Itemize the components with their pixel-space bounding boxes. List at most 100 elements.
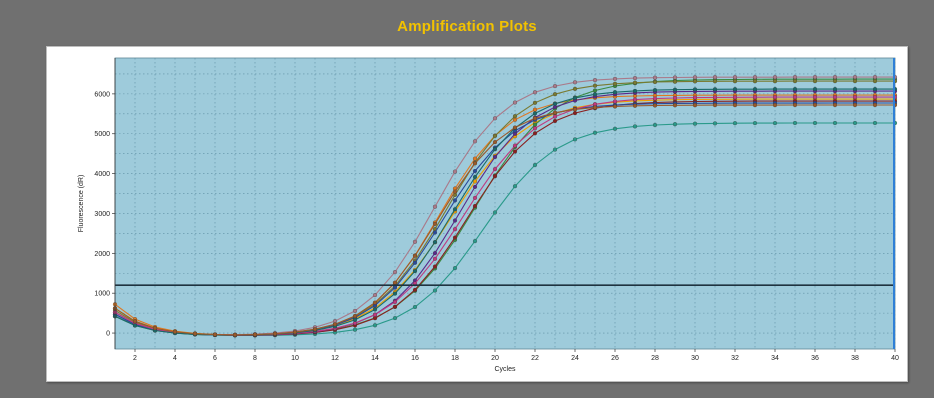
data-point (852, 120, 858, 126)
data-point (132, 319, 138, 324)
data-point (512, 149, 518, 154)
data-point (832, 79, 838, 84)
data-point (812, 120, 818, 126)
data-point (512, 114, 518, 119)
data-point (572, 137, 578, 142)
data-point (472, 203, 478, 209)
data-point (492, 154, 498, 160)
data-point (512, 143, 518, 148)
data-point (392, 304, 398, 309)
data-point (612, 81, 618, 86)
data-point (512, 100, 518, 105)
series-layer (112, 75, 898, 338)
x-tick-label: 26 (611, 355, 619, 362)
data-point (652, 122, 658, 128)
data-point (752, 79, 758, 84)
data-point (732, 79, 738, 84)
data-point (852, 75, 858, 80)
data-point (312, 327, 318, 332)
data-point (792, 87, 798, 92)
data-point (852, 102, 858, 108)
data-point (472, 239, 478, 244)
plot-area[interactable] (114, 57, 896, 350)
data-point (452, 227, 458, 232)
data-point (692, 121, 698, 126)
data-point (692, 95, 698, 100)
data-point (352, 317, 358, 322)
data-point (432, 264, 438, 269)
data-point (352, 327, 358, 332)
data-point (412, 260, 418, 265)
data-point (872, 120, 878, 126)
data-point (832, 95, 838, 100)
data-point (412, 239, 418, 244)
data-point (832, 102, 838, 108)
x-tick-label: 20 (491, 355, 499, 362)
data-point (712, 121, 718, 126)
data-point (672, 122, 678, 127)
data-point (652, 79, 658, 85)
data-point (552, 110, 558, 115)
data-point (632, 97, 638, 102)
data-point (432, 240, 438, 245)
data-point (512, 125, 518, 130)
data-point (592, 92, 598, 97)
window-title: Amplification Plots (397, 18, 537, 35)
data-point (452, 207, 458, 212)
data-point (472, 195, 478, 200)
data-point (392, 291, 398, 296)
data-point (632, 103, 638, 108)
series-line[interactable] (114, 104, 895, 336)
x-tick-label: 40 (891, 355, 899, 362)
data-point (472, 174, 478, 180)
data-point (792, 75, 798, 80)
data-point (872, 75, 878, 80)
data-point (132, 323, 138, 328)
data-point (592, 78, 598, 83)
x-tick-label: 14 (371, 355, 379, 362)
y-tick-label: 1000 (94, 291, 110, 298)
data-point (572, 107, 578, 112)
data-point (712, 79, 718, 84)
data-point (372, 307, 378, 312)
x-tick-label: 34 (771, 355, 779, 362)
data-point (592, 130, 598, 135)
data-point (432, 230, 438, 235)
data-point (232, 332, 238, 337)
data-point (152, 326, 158, 331)
data-point (632, 76, 638, 81)
data-point (452, 235, 458, 240)
data-point (852, 95, 858, 100)
x-tick-label: 2 (133, 355, 137, 362)
data-point (532, 90, 538, 95)
data-point (552, 118, 558, 124)
data-point (252, 332, 258, 337)
x-tick-label: 10 (291, 355, 299, 362)
data-point (352, 313, 358, 319)
data-point (792, 102, 798, 108)
data-point (732, 95, 738, 100)
data-point (532, 122, 538, 127)
data-point (572, 95, 578, 100)
data-point (372, 323, 378, 328)
data-point (572, 80, 578, 85)
x-tick-label: 22 (531, 355, 539, 362)
data-point (612, 99, 618, 104)
data-point (772, 87, 778, 92)
data-point (772, 95, 778, 100)
data-point (852, 87, 858, 92)
data-point (532, 162, 538, 168)
data-point (712, 75, 718, 80)
data-point (812, 79, 818, 84)
data-point (772, 79, 778, 84)
data-point (472, 156, 478, 161)
data-point (652, 75, 658, 80)
data-point (392, 270, 398, 275)
data-point (532, 100, 538, 105)
data-point (692, 103, 698, 108)
data-point (432, 256, 438, 261)
data-point (672, 75, 678, 80)
chart-panel: 2 4 6 8 10 12 14 16 18 20 22 24 26 28 30 32 34 36 38 40 0 100… (46, 46, 908, 382)
data-point (352, 308, 358, 313)
